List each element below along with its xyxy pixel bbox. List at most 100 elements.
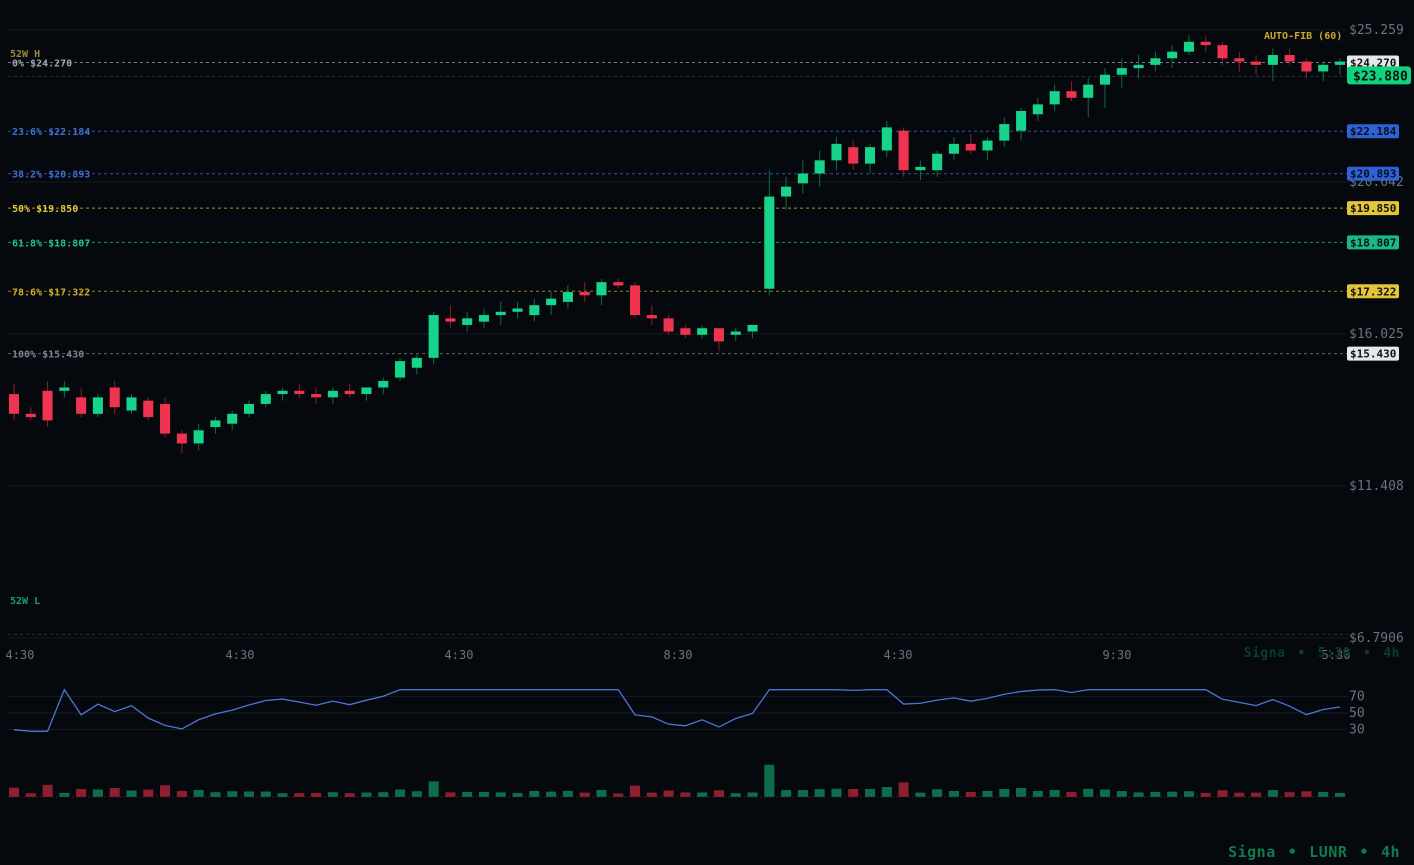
fib-badge-bg-1 [1347,124,1399,139]
candle-body-56 [948,143,959,154]
volume-bar-65 [1099,789,1111,797]
candle-body-22 [378,380,389,388]
candle-body-77 [1301,61,1312,72]
candle-body-27 [462,318,473,325]
candle-7 [126,394,137,414]
candle-51 [864,143,876,174]
candle-body-15 [260,394,271,404]
candle-17 [294,384,305,398]
volume-bar-11 [193,789,204,797]
volume-bar-10 [176,790,187,797]
candle-body-31 [529,305,540,316]
volume-bar-52 [881,787,892,797]
candle-body-9 [160,403,171,434]
volume-bar-23 [395,789,406,797]
fib-badge-text-1: $22.184 [1350,125,1397,138]
volume-bar-50 [848,788,859,797]
volume-bar-53 [898,782,909,797]
fib-badge-bg-5 [1347,284,1399,299]
volume-bar-6 [109,788,120,797]
candle-72 [1217,41,1228,65]
candle-13 [227,410,238,431]
volume-bar-30 [512,792,523,797]
volume-bar-45 [764,764,775,797]
fib-badge-text-2: $20.893 [1350,168,1396,181]
candle-27 [462,311,473,332]
volume-bar-1 [25,793,36,797]
fib-badge-bg-2 [1347,166,1399,181]
candle-26 [445,305,456,329]
candle-body-16 [277,390,288,395]
candle-57 [965,133,976,154]
watermark-sep-1: • [1287,843,1298,861]
candle-body-10 [176,433,187,444]
last-price-badge: $23.880 [1347,66,1411,85]
candle-body-12 [210,420,221,427]
candle-body-34 [579,292,590,296]
candle-body-21 [361,387,372,395]
fib-badge-bg-0 [1347,55,1399,70]
candle-78 [1318,61,1329,82]
volume-bar-57 [965,791,976,797]
candle-body-24 [411,357,422,368]
low-52w-label: 52W L [10,596,40,607]
candle-49 [831,137,842,171]
candle-66 [1116,58,1127,88]
fib-badge-text-4: $18.807 [1350,236,1396,249]
volume-bar-61 [1032,790,1043,797]
watermark-symbol: LUNR [1309,843,1348,861]
candle-65 [1099,68,1111,108]
candle-62 [1049,84,1060,111]
candle-body-37 [630,285,641,316]
candle-71 [1200,35,1211,52]
candle-11 [193,423,204,451]
volume-bar-7 [126,790,137,797]
candle-42 [713,328,724,352]
candle-38 [646,305,657,325]
candle-body-33 [562,292,573,302]
candle-body-64 [1083,84,1094,98]
candle-body-53 [898,130,909,171]
candle-36 [613,278,624,289]
candle-body-54 [915,166,926,171]
rsi-tick-0: 70 [1349,689,1365,704]
candle-68 [1150,51,1161,72]
watermark-mid-brand: Signa [1243,646,1286,661]
watermark-interval: 4h [1380,843,1400,861]
volume-bar-3 [59,792,70,797]
volume-bar-38 [646,792,657,797]
volume-bar-22 [378,792,389,797]
volume-bar-55 [932,789,943,797]
volume-bar-8 [143,789,154,797]
candle-24 [411,354,422,375]
price-tick-3: $11.408 [1349,479,1404,494]
price-tick-2: $16.025 [1349,327,1404,342]
volume-bar-25 [428,781,439,797]
volume-bar-70 [1183,791,1194,797]
candle-40 [680,324,691,339]
volume-bar-78 [1318,791,1329,797]
volume-bar-14 [243,791,255,797]
time-tick-5: 9:30 [1103,648,1132,662]
volume-bar-16 [277,793,288,797]
volume-bar-24 [411,791,422,797]
time-tick-3: 8:30 [664,648,693,662]
candle-body-47 [797,173,808,184]
watermark-sep-2: • [1359,843,1369,861]
candle-body-2 [42,390,53,421]
volume-bar-29 [495,792,506,797]
candle-body-40 [680,328,691,335]
candle-56 [948,137,959,161]
price-axis: $25.259$20.642$16.025$11.408$6.7906 [1349,23,1404,646]
candle-body-75 [1267,54,1278,65]
volume-bar-31 [529,790,540,797]
candle-body-60 [1016,110,1027,131]
candle-63 [1066,81,1077,102]
volume-bar-77 [1301,791,1312,797]
time-tick-1: 4:30 [226,648,255,662]
candle-58 [982,137,993,161]
candle-54 [915,160,926,181]
candle-body-63 [1066,91,1077,98]
